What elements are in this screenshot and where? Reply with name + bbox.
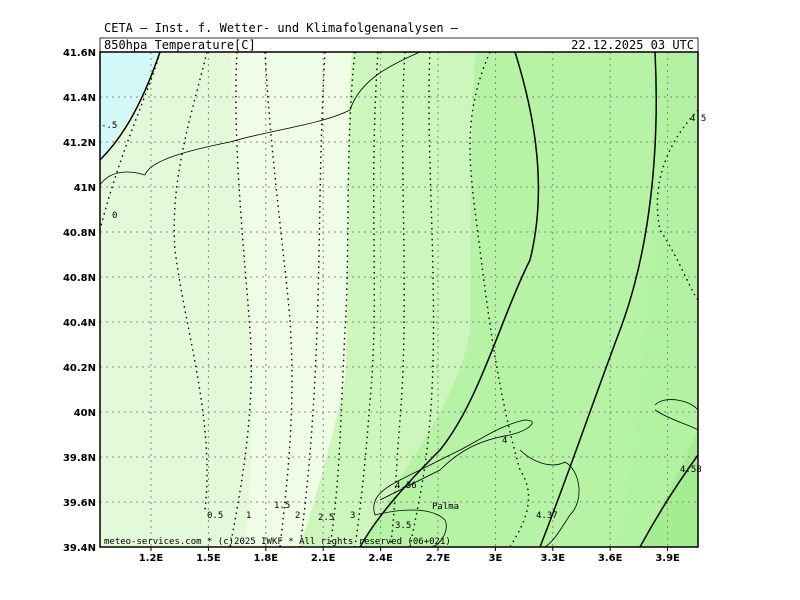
place-label: Palma <box>432 502 459 512</box>
lon-label: 1.8E <box>254 553 279 564</box>
lat-label: 40.4N <box>63 318 96 329</box>
zone-cold <box>100 52 160 160</box>
lon-label: 3E <box>489 553 503 564</box>
contour-label: 4.36 <box>395 481 417 491</box>
contour-label: 1.5 <box>274 501 290 511</box>
lon-label: 1.2E <box>139 553 164 564</box>
lat-label: 40.8N <box>63 273 96 284</box>
lon-label: 2.7E <box>426 553 451 564</box>
lat-label: 41N <box>74 183 96 194</box>
lon-label: 3.9E <box>655 553 680 564</box>
contour-label: 0 <box>112 211 117 221</box>
plot-area: 0 -.5 0.5 1 1.5 2 2.5 3 3.5 4 4.36 4.37 … <box>99 51 706 548</box>
lon-label: 3.3E <box>541 553 566 564</box>
map-frame <box>99 51 699 548</box>
lon-label: 1.5E <box>196 553 221 564</box>
contour-label: 4 <box>502 436 507 446</box>
lat-label: 40N <box>74 408 96 419</box>
lat-label: 41.4N <box>63 93 96 104</box>
lon-label: 2.4E <box>368 553 393 564</box>
lat-label: 40.2N <box>63 363 96 374</box>
zone-light <box>231 52 352 547</box>
zone-warmest <box>640 430 698 547</box>
zone-mid <box>300 52 475 547</box>
contour-label: 3.5 <box>395 521 411 531</box>
contour-label: 4.37 <box>536 511 558 521</box>
lon-label: 3.6E <box>598 553 623 564</box>
contour-label: 0.5 <box>207 511 223 521</box>
lat-label: 41.6N <box>63 48 96 59</box>
lat-label: 39.8N <box>63 453 96 464</box>
datetime: 22.12.2025 03 UTC <box>571 38 694 52</box>
contour-label: -.5 <box>101 121 117 131</box>
contour-label: 1 <box>246 511 251 521</box>
contour-label: 3 <box>350 511 355 521</box>
credit: meteo-services.com * (c)2025 IWKF * All … <box>104 537 451 547</box>
field-title: 850hpa_Temperature[C] <box>104 38 256 52</box>
lat-label: 40.8N <box>63 228 96 239</box>
lat-label: 39.6N <box>63 498 96 509</box>
lat-label: 41.2N <box>63 138 96 149</box>
contour-label: 4.58 <box>680 465 702 475</box>
contour-label: 2 <box>295 511 300 521</box>
lon-label: 2.1E <box>311 553 336 564</box>
institute-title: CETA – Inst. f. Wetter- und Klimafolgena… <box>104 21 459 35</box>
zone-warm2 <box>620 52 698 547</box>
contour-label: 2.5 <box>318 513 334 523</box>
zone-warm <box>360 52 698 547</box>
lat-label: 39.4N <box>63 543 96 554</box>
